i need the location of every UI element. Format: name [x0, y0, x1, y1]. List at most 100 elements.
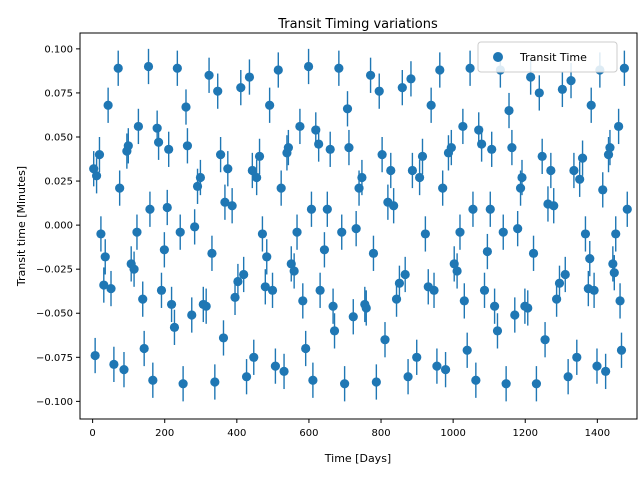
data-marker [429, 285, 439, 295]
data-marker [109, 359, 119, 369]
data-marker [129, 264, 139, 274]
data-point [106, 270, 116, 307]
data-point [236, 70, 246, 106]
data-point [247, 152, 257, 189]
data-point [616, 332, 627, 368]
data-point [611, 216, 621, 252]
data-point [589, 272, 599, 308]
data-marker [239, 269, 249, 280]
data-marker [531, 379, 542, 389]
data-point [190, 209, 200, 245]
data-marker [501, 379, 511, 389]
y-tick-label: −0.050 [36, 309, 73, 320]
data-marker [458, 121, 468, 132]
data-point [440, 352, 451, 388]
data-point [262, 239, 272, 275]
data-marker [249, 352, 259, 362]
data-point [308, 362, 318, 398]
y-tick-label: 0.100 [44, 44, 73, 55]
plot-frame [79, 32, 638, 420]
data-point [289, 253, 299, 289]
data-marker [204, 70, 214, 80]
x-tick-label: 200 [155, 428, 174, 439]
data-point [267, 272, 278, 308]
data-point [407, 152, 417, 189]
data-marker [322, 204, 332, 214]
data-marker [106, 283, 116, 294]
data-marker [403, 372, 413, 382]
data-point [554, 265, 565, 301]
data-marker [314, 139, 324, 149]
data-point [249, 339, 259, 375]
data-marker [560, 269, 570, 280]
data-marker [438, 183, 448, 193]
data-point [560, 256, 570, 293]
y-tick-label: 0.075 [44, 88, 73, 99]
data-marker [123, 141, 133, 151]
data-marker [513, 224, 523, 234]
data-marker [510, 310, 520, 320]
data-marker [622, 204, 632, 214]
data-marker [465, 63, 475, 73]
data-marker [374, 86, 384, 96]
data-point [420, 216, 430, 252]
data-point [348, 299, 358, 335]
data-marker [91, 171, 102, 181]
data-point [210, 364, 220, 400]
data-marker [605, 142, 615, 153]
data-point [492, 313, 503, 349]
data-marker [233, 276, 243, 287]
legend-box [477, 41, 618, 73]
data-point [103, 87, 113, 123]
data-point [252, 159, 262, 196]
data-point [432, 348, 442, 384]
data-point [164, 131, 174, 167]
data-point [468, 191, 478, 227]
data-marker [289, 266, 299, 276]
data-marker [334, 63, 344, 73]
data-point [429, 272, 439, 308]
data-point [169, 309, 180, 345]
data-point [241, 359, 252, 395]
data-point [94, 136, 105, 173]
data-point [322, 191, 332, 227]
data-marker [504, 105, 514, 116]
data-marker [315, 285, 325, 295]
data-point [435, 52, 445, 88]
data-marker [295, 121, 305, 132]
data-point [279, 353, 289, 390]
data-marker [361, 303, 371, 313]
data-point [498, 214, 508, 250]
data-point [204, 57, 214, 93]
data-point [415, 159, 425, 196]
data-marker [190, 222, 200, 232]
data-point [100, 239, 110, 275]
data-point [195, 159, 206, 196]
data-point [537, 138, 547, 175]
data-marker [156, 285, 167, 295]
data-marker [218, 333, 229, 343]
data-marker [546, 165, 556, 176]
data-point [295, 108, 305, 145]
data-point [342, 91, 353, 127]
data-marker [586, 100, 596, 110]
data-point [303, 48, 314, 85]
data-marker [94, 150, 105, 160]
data-point [365, 57, 376, 93]
data-marker [572, 352, 582, 362]
data-marker [96, 229, 106, 239]
data-point [523, 290, 533, 326]
data-point [172, 50, 182, 86]
data-marker [614, 121, 624, 132]
data-point [507, 129, 517, 166]
data-marker [100, 252, 110, 262]
data-marker [210, 377, 220, 387]
data-marker [172, 63, 182, 73]
data-point [394, 265, 405, 301]
data-marker [459, 296, 469, 306]
data-point [239, 256, 249, 293]
data-point [477, 126, 487, 162]
data-marker [479, 285, 490, 295]
y-tick-label: 0.000 [44, 221, 73, 232]
